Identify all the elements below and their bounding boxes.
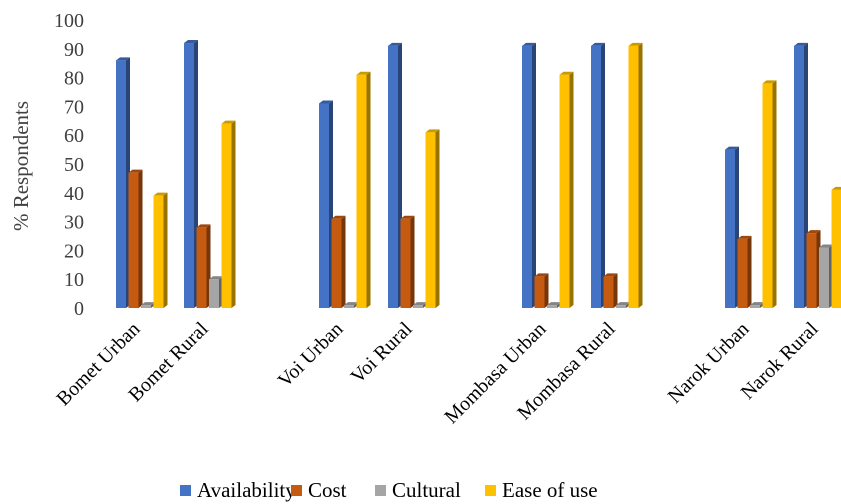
bar xyxy=(725,146,739,308)
bar xyxy=(762,80,777,308)
bar xyxy=(628,42,643,309)
y-tick-label: 80 xyxy=(64,68,84,90)
legend-swatch xyxy=(375,485,386,496)
legend-swatch xyxy=(291,485,302,496)
bar xyxy=(750,302,764,308)
bar xyxy=(591,42,605,309)
legend-label: Ease of use xyxy=(502,478,598,502)
bar xyxy=(522,42,536,309)
y-axis: 0 10 20 30 40 50 60 70 80 90 100 xyxy=(54,10,84,320)
legend-item: Cost xyxy=(291,478,347,502)
y-tick-label: 20 xyxy=(64,240,84,262)
bar xyxy=(344,302,358,308)
y-tick-label: 40 xyxy=(64,183,84,205)
bar xyxy=(794,42,808,309)
bar xyxy=(425,129,440,308)
bar xyxy=(413,302,427,308)
y-tick-label: 90 xyxy=(64,39,84,61)
y-tick-label: 30 xyxy=(64,212,84,234)
x-tick-label: Voi Urban xyxy=(274,318,348,392)
bar xyxy=(737,235,752,308)
y-tick-label: 70 xyxy=(64,96,84,118)
bar xyxy=(319,100,333,309)
bar xyxy=(559,71,574,308)
legend-label: Availability xyxy=(197,478,296,502)
bar xyxy=(153,192,168,308)
legend-item: Availability xyxy=(180,478,296,502)
bar xyxy=(196,224,211,308)
legend-swatch xyxy=(180,485,191,496)
bar xyxy=(806,230,821,308)
bar xyxy=(603,273,618,308)
bar xyxy=(400,215,415,308)
x-tick-label: Narok Urban xyxy=(664,318,754,408)
y-tick-label: 60 xyxy=(64,125,84,147)
bar xyxy=(356,71,371,308)
legend-label: Cost xyxy=(308,478,347,502)
y-tick-label: 0 xyxy=(74,298,84,320)
legend-label: Cultural xyxy=(392,478,461,502)
bar xyxy=(388,42,402,309)
bars xyxy=(116,40,841,309)
y-tick-label: 50 xyxy=(64,154,84,176)
legend-swatch xyxy=(485,485,496,496)
legend: Availability Cost Cultural Ease of use xyxy=(180,478,598,502)
bar xyxy=(331,215,346,308)
bar xyxy=(209,276,223,308)
bar xyxy=(831,186,841,308)
bar xyxy=(221,120,236,309)
bar xyxy=(534,273,549,308)
legend-item: Cultural xyxy=(375,478,461,502)
y-tick-label: 100 xyxy=(54,10,84,32)
bar xyxy=(141,302,155,308)
bar xyxy=(184,40,198,308)
bar xyxy=(547,302,561,308)
legend-item: Ease of use xyxy=(485,478,598,502)
y-axis-title: % Respondents xyxy=(9,101,33,231)
bar xyxy=(616,302,630,308)
x-tick-label: Voi Rural xyxy=(347,318,417,388)
bar xyxy=(819,244,833,308)
bar xyxy=(116,57,130,308)
bar xyxy=(128,169,143,308)
y-tick-label: 10 xyxy=(64,269,84,291)
